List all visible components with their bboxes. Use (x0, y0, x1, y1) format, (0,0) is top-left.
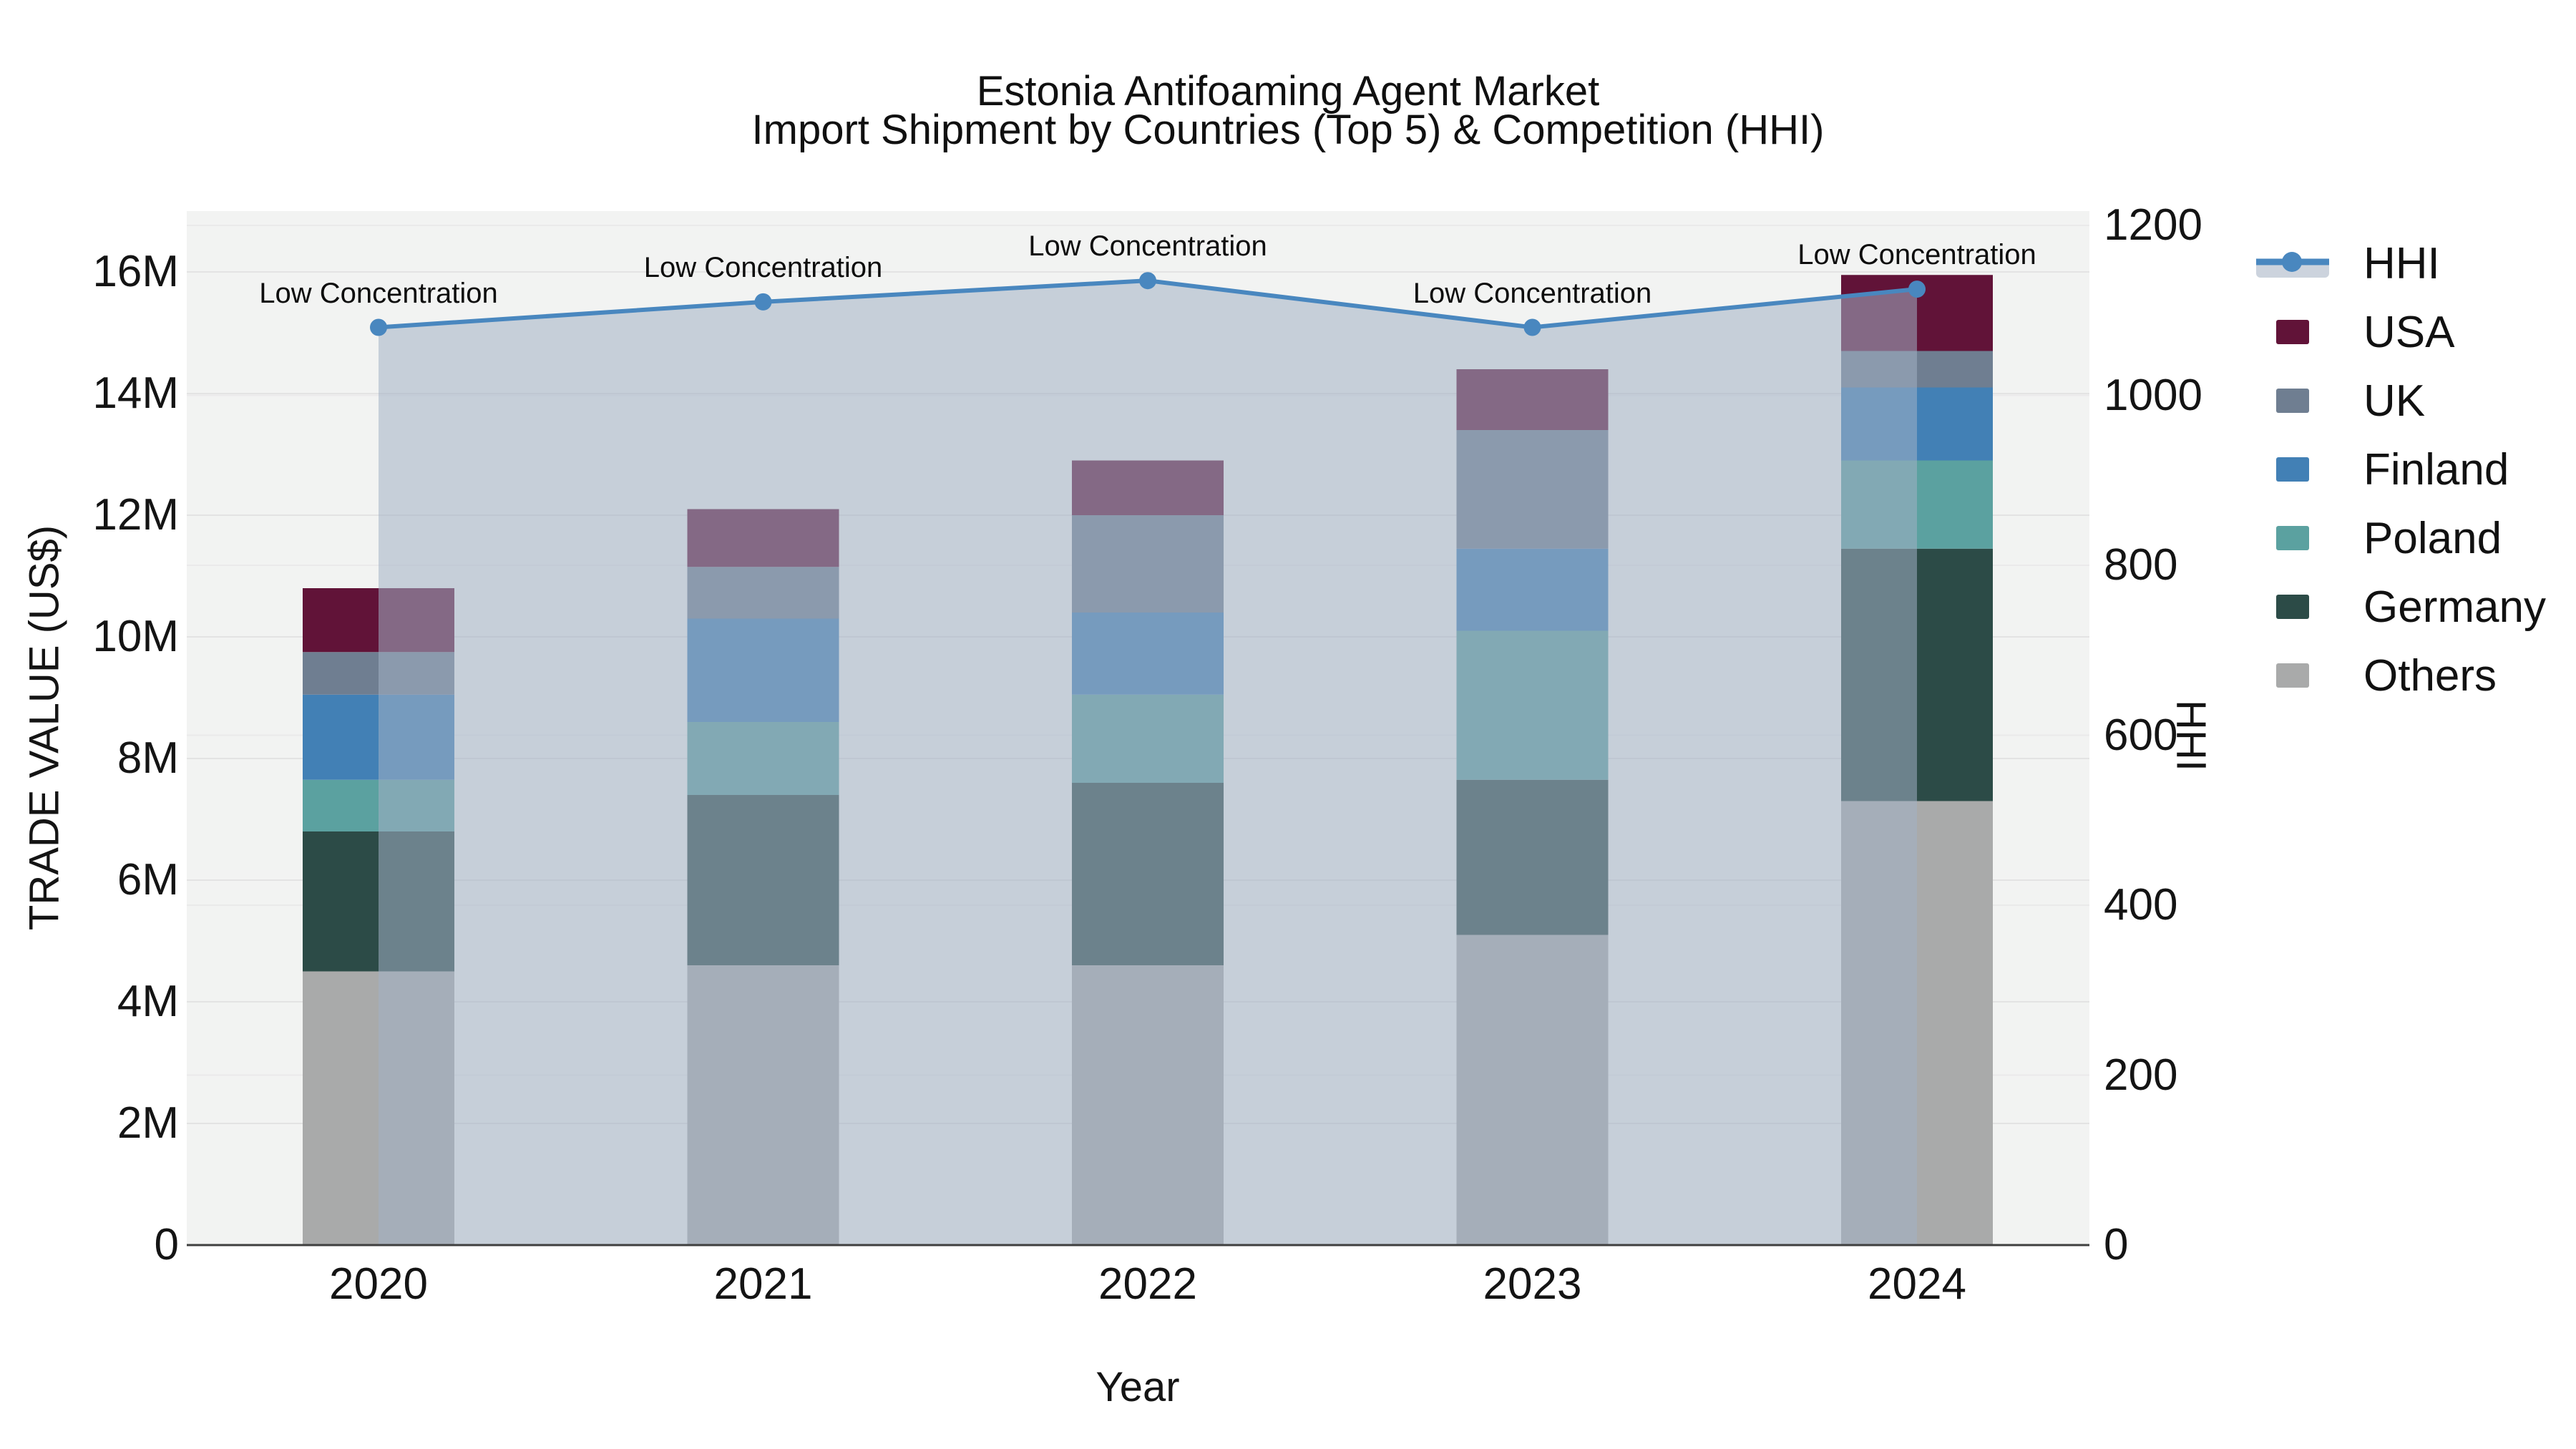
hhi-marker-2020[interactable] (370, 318, 387, 336)
x-tick-2022: 2022 (1098, 1259, 1197, 1309)
legend-label-germany: Germany (2363, 582, 2546, 632)
hhi-marker-2024[interactable] (1908, 280, 1926, 298)
x-tick-2023: 2023 (1483, 1259, 1582, 1309)
y-left-tick-4M: 4M (117, 977, 179, 1026)
legend-item-usa[interactable]: USA (2250, 298, 2546, 366)
legend: HHI USA UK Finland Poland Germany Others (2250, 229, 2546, 710)
x-tick-2021: 2021 (713, 1259, 813, 1309)
x-tick-2024: 2024 (1868, 1259, 1966, 1309)
legend-item-others[interactable]: Others (2250, 641, 2546, 710)
legend-item-germany[interactable]: Germany (2250, 572, 2546, 641)
hhi-line-icon (2250, 242, 2341, 285)
y-left-tick-14M: 14M (92, 369, 179, 418)
legend-item-finland[interactable]: Finland (2250, 435, 2546, 504)
poland-color-swatch-icon (2250, 526, 2341, 550)
legend-item-uk[interactable]: UK (2250, 366, 2546, 435)
y-left-tick-8M: 8M (117, 733, 179, 783)
finland-color-swatch-icon (2250, 457, 2341, 482)
y-right-tick-800: 800 (2104, 540, 2178, 590)
usa-color-swatch-icon (2250, 320, 2341, 344)
y-right-tick-200: 200 (2104, 1050, 2178, 1100)
y-left-tick-12M: 12M (92, 490, 179, 540)
legend-item-poland[interactable]: Poland (2250, 504, 2546, 572)
legend-label-hhi: HHI (2363, 238, 2440, 288)
legend-item-hhi[interactable]: HHI (2250, 229, 2546, 298)
others-color-swatch-icon (2250, 663, 2341, 688)
legend-label-finland: Finland (2363, 444, 2509, 494)
chart-title-line2: Import Shipment by Countries (Top 5) & C… (751, 107, 1825, 153)
germany-color-swatch-icon (2250, 595, 2341, 619)
y-left-axis-title: TRADE VALUE (US$) (21, 525, 68, 931)
y-left-tick-16M: 16M (92, 247, 179, 296)
finland-swatch (2276, 457, 2309, 482)
chart-title-line1: Estonia Antifoaming Agent Market (976, 68, 1600, 114)
y-right-tick-600: 600 (2104, 710, 2178, 760)
legend-label-poland: Poland (2363, 513, 2502, 563)
legend-label-usa: USA (2363, 307, 2455, 357)
y-left-tick-6M: 6M (117, 855, 179, 904)
x-tick-2020: 2020 (329, 1259, 428, 1309)
hhi-area-fill (379, 280, 1917, 1245)
y-left-tick-0: 0 (154, 1220, 179, 1269)
annotation-low-concentration-2022: Low Concentration (1028, 230, 1267, 263)
y-right-tick-1000: 1000 (2104, 370, 2202, 420)
annotation-low-concentration-2024: Low Concentration (1797, 239, 2036, 271)
legend-label-uk: UK (2363, 376, 2426, 426)
uk-color-swatch-icon (2250, 389, 2341, 413)
y-left-tick-10M: 10M (92, 612, 179, 661)
poland-swatch (2276, 526, 2309, 550)
legend-label-others: Others (2363, 650, 2497, 701)
germany-swatch (2276, 595, 2309, 619)
annotation-low-concentration-2021: Low Concentration (643, 251, 883, 283)
usa-swatch (2276, 320, 2309, 344)
hhi-marker-2022[interactable] (1139, 272, 1156, 290)
y-right-axis-title: HHI (2167, 700, 2215, 771)
x-axis-title: Year (1096, 1364, 1180, 1410)
y-right-tick-400: 400 (2104, 880, 2178, 930)
uk-swatch (2276, 389, 2309, 413)
annotation-low-concentration-2020: Low Concentration (259, 277, 498, 309)
hhi-marker-2021[interactable] (754, 293, 772, 311)
y-right-tick-1200: 1200 (2104, 200, 2202, 250)
annotation-low-concentration-2023: Low Concentration (1413, 277, 1652, 309)
others-swatch (2276, 663, 2309, 688)
y-left-tick-2M: 2M (117, 1098, 179, 1148)
y-right-tick-0: 0 (2104, 1220, 2129, 1269)
hhi-marker-2023[interactable] (1523, 318, 1541, 336)
